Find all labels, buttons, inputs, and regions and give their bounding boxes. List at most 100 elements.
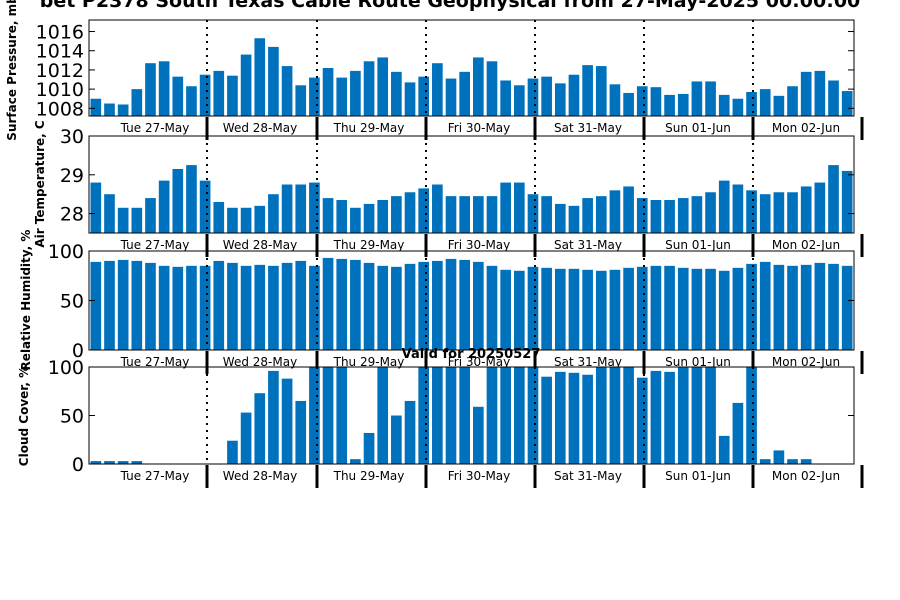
bar [117, 461, 129, 464]
bar [609, 84, 621, 116]
bar [350, 459, 361, 464]
bar [227, 440, 238, 464]
y-tick-label: 0 [72, 340, 84, 362]
bar [664, 371, 675, 464]
bar [227, 207, 238, 233]
bar [527, 194, 539, 233]
bar [363, 262, 375, 350]
x-day-label: Sun 01-Jun [665, 469, 731, 483]
bar [718, 270, 730, 350]
bar [418, 367, 430, 464]
bar [623, 267, 634, 350]
x-day-label: Wed 28-May [223, 238, 297, 252]
bar [732, 98, 744, 116]
bar [609, 269, 621, 350]
x-day-label: Fri 30-May [448, 469, 511, 483]
bar [582, 374, 593, 464]
bar [432, 63, 443, 116]
bar [636, 198, 648, 233]
bar [554, 268, 566, 350]
bar [787, 459, 798, 464]
bar [582, 269, 593, 350]
bar [377, 265, 389, 350]
bar [350, 207, 361, 233]
bar [541, 376, 552, 464]
bar [650, 87, 662, 116]
bar [513, 270, 525, 350]
x-day-label: Tue 27-May [120, 469, 190, 483]
bar [595, 270, 607, 350]
bar [473, 57, 484, 116]
x-day-label: Mon 02-Jun [772, 355, 840, 369]
y-tick-label: 50 [60, 406, 84, 428]
panel-2: 28 29 30 Air Temperature, C Tue 27-May Wed 28… [33, 120, 864, 257]
x-day-label: Thu 29-May [333, 469, 405, 483]
bar [117, 104, 129, 116]
bar [705, 81, 716, 116]
bar [199, 74, 211, 116]
bar [568, 268, 580, 350]
bar [254, 38, 266, 116]
bar [718, 180, 730, 233]
bar [295, 400, 307, 464]
bar [295, 184, 307, 233]
x-day-label: Mon 02-Jun [772, 469, 840, 483]
bar [418, 261, 430, 350]
bar [814, 70, 826, 116]
bar [90, 98, 102, 116]
bar [500, 80, 511, 116]
bar [746, 367, 757, 464]
y-tick-label: 50 [60, 291, 84, 313]
bar [541, 196, 552, 233]
bar [336, 77, 348, 116]
bar [90, 461, 102, 464]
bar [746, 263, 757, 350]
bar [828, 263, 839, 350]
bar [445, 258, 457, 350]
bar [691, 268, 703, 350]
bar [773, 264, 785, 350]
bar [582, 65, 593, 116]
bar [104, 461, 115, 464]
bar [800, 186, 812, 233]
bar [391, 71, 402, 116]
bar [636, 377, 648, 464]
bar [391, 415, 402, 464]
bar [500, 269, 511, 350]
bar [582, 198, 593, 233]
bar [268, 265, 279, 350]
bar [281, 378, 293, 464]
y-tick-label: 1012 [36, 60, 84, 82]
bar [391, 266, 402, 350]
bar [322, 367, 334, 464]
bar [172, 266, 184, 350]
bar [404, 192, 416, 233]
bar [513, 367, 525, 464]
y-tick-label: 1016 [36, 22, 84, 44]
bar [295, 260, 307, 350]
x-day-label: Wed 28-May [223, 355, 297, 369]
bar [377, 57, 389, 116]
bar [418, 76, 430, 116]
bar [363, 61, 375, 116]
panel-4: 0 50 100 Cloud Cover, % Tue 27-May Wed 28-May… [17, 357, 864, 488]
bar [322, 68, 334, 116]
bar [281, 66, 293, 116]
bar [513, 182, 525, 233]
bar [459, 71, 470, 116]
bar [486, 196, 498, 233]
bar [350, 259, 361, 350]
bar [322, 257, 334, 350]
bar [240, 265, 252, 350]
bar [213, 201, 225, 233]
bar [554, 83, 566, 116]
bar [828, 165, 839, 233]
bar [377, 367, 389, 464]
y-tick-label: 28 [60, 204, 84, 226]
chart-title: bet P2378 South Texas Cable Route Geophy… [40, 0, 861, 12]
plot-frame [88, 19, 855, 117]
chart-subtitle: Valid for 20250527 [402, 347, 541, 362]
bar [309, 77, 320, 116]
